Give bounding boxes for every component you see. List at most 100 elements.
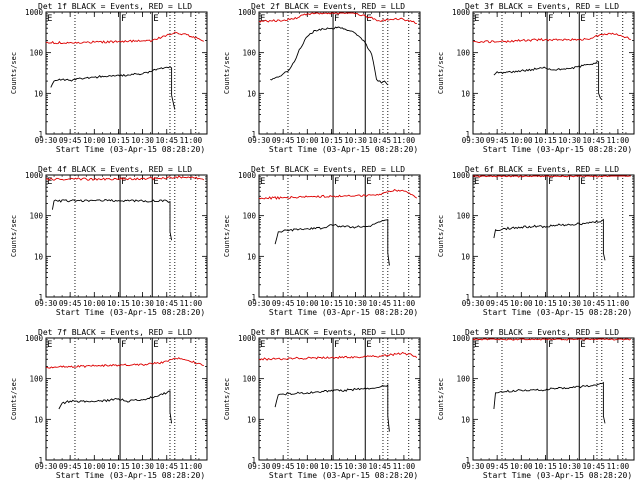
y-tick-label: 1 bbox=[251, 293, 256, 302]
segment-label: E bbox=[474, 177, 479, 187]
segment-label: F bbox=[334, 340, 339, 350]
x-tick-label: 10:30 bbox=[344, 136, 367, 145]
y-tick-label: 1 bbox=[38, 456, 43, 465]
segment-label: E bbox=[153, 340, 158, 350]
y-tick-label: 10 bbox=[247, 89, 257, 98]
x-tick-label: 09:30 bbox=[35, 136, 58, 145]
lld-series-line bbox=[258, 189, 418, 200]
x-tick-label: 10:00 bbox=[510, 136, 533, 145]
y-tick-label: 1000 bbox=[25, 171, 44, 180]
x-tick-label: 10:15 bbox=[534, 462, 557, 471]
panel-det-3: Det 3f BLACK = Events, RED = LLD 1 10 100 10… bbox=[437, 2, 635, 154]
panel-det-2: Det 2f BLACK = Events, RED = LLD 1 10 100 10… bbox=[223, 2, 421, 154]
x-tick-label: 11:00 bbox=[393, 462, 416, 471]
y-tick-label: 10 bbox=[461, 415, 471, 424]
y-tick-label: 100 bbox=[242, 375, 256, 384]
x-tick-label: 11:00 bbox=[607, 462, 630, 471]
panel-title: Det 4f BLACK = Events, RED = LLD bbox=[38, 165, 192, 174]
x-tick-label: 10:15 bbox=[320, 136, 343, 145]
y-tick-label: 100 bbox=[29, 212, 43, 221]
x-axis-label: Start Time (03-Apr-15 08:28:20) bbox=[483, 145, 632, 154]
y-tick-label: 10 bbox=[34, 89, 44, 98]
y-axis-label: Counts/sec bbox=[437, 215, 445, 257]
x-tick-label: 09:45 bbox=[272, 299, 295, 308]
y-tick-label: 1000 bbox=[238, 8, 257, 17]
y-axis-label: Counts/sec bbox=[223, 52, 231, 94]
plot-frame bbox=[45, 11, 208, 135]
x-tick-label: 10:45 bbox=[368, 136, 391, 145]
segment-label: E bbox=[260, 177, 265, 187]
x-tick-label: 11:00 bbox=[607, 136, 630, 145]
x-axis-label: Start Time (03-Apr-15 08:28:20) bbox=[56, 145, 205, 154]
panel-title: Det 1f BLACK = Events, RED = LLD bbox=[38, 2, 192, 11]
segment-label: E bbox=[474, 14, 479, 24]
y-tick-label: 100 bbox=[456, 375, 470, 384]
y-tick-label: 100 bbox=[456, 49, 470, 58]
x-tick-label: 09:45 bbox=[272, 136, 295, 145]
segment-label: F bbox=[121, 14, 126, 24]
x-tick-label: 10:15 bbox=[107, 462, 130, 471]
segment-label: F bbox=[334, 177, 339, 187]
x-tick-label: 10:45 bbox=[582, 462, 605, 471]
segment-label: F bbox=[334, 14, 339, 24]
x-tick-label: 10:15 bbox=[320, 462, 343, 471]
plot-frame bbox=[472, 174, 635, 298]
x-tick-label: 10:45 bbox=[582, 136, 605, 145]
segment-label: F bbox=[121, 177, 126, 187]
x-axis-label: Start Time (03-Apr-15 08:28:20) bbox=[483, 471, 632, 480]
segment-label: E bbox=[366, 14, 371, 24]
panel-title: Det 3f BLACK = Events, RED = LLD bbox=[465, 2, 619, 11]
x-tick-label: 10:30 bbox=[558, 299, 581, 308]
y-tick-label: 100 bbox=[242, 49, 256, 58]
events-series-line bbox=[493, 218, 606, 261]
y-tick-label: 1000 bbox=[452, 8, 471, 17]
segment-label: E bbox=[47, 177, 52, 187]
x-tick-label: 09:30 bbox=[462, 462, 485, 471]
x-tick-label: 10:15 bbox=[107, 299, 130, 308]
x-tick-label: 09:30 bbox=[462, 299, 485, 308]
x-tick-label: 10:00 bbox=[510, 299, 533, 308]
y-tick-label: 1 bbox=[38, 293, 43, 302]
y-tick-label: 1000 bbox=[452, 334, 471, 343]
x-axis-label: Start Time (03-Apr-15 08:28:20) bbox=[269, 145, 418, 154]
segment-label: E bbox=[153, 14, 158, 24]
segment-label: E bbox=[260, 14, 265, 24]
x-tick-label: 09:30 bbox=[462, 136, 485, 145]
x-tick-label: 11:00 bbox=[180, 136, 203, 145]
segment-label: F bbox=[121, 340, 126, 350]
x-axis-label: Start Time (03-Apr-15 08:28:20) bbox=[483, 308, 632, 317]
panel-det-6: Det 6f BLACK = Events, RED = LLD 1 10 100 10… bbox=[437, 165, 635, 317]
panel-title: Det 2f BLACK = Events, RED = LLD bbox=[251, 2, 405, 11]
plot-frame bbox=[258, 174, 421, 298]
x-tick-label: 10:45 bbox=[368, 462, 391, 471]
x-tick-label: 09:30 bbox=[248, 462, 271, 471]
x-axis-label: Start Time (03-Apr-15 08:28:20) bbox=[56, 471, 205, 480]
panel-det-8: Det 8f BLACK = Events, RED = LLD 1 10 100 10… bbox=[223, 328, 421, 480]
events-series-line bbox=[274, 383, 390, 432]
plot-frame bbox=[472, 337, 635, 461]
x-tick-label: 10:30 bbox=[344, 299, 367, 308]
y-tick-label: 1 bbox=[38, 130, 43, 139]
x-tick-label: 09:45 bbox=[59, 462, 82, 471]
y-tick-label: 10 bbox=[247, 252, 257, 261]
segment-label: F bbox=[548, 177, 553, 187]
x-tick-label: 11:00 bbox=[393, 136, 416, 145]
x-tick-label: 09:30 bbox=[35, 299, 58, 308]
segment-label: E bbox=[260, 340, 265, 350]
y-tick-label: 10 bbox=[34, 252, 44, 261]
lld-series-line bbox=[473, 32, 631, 44]
x-tick-label: 09:45 bbox=[272, 462, 295, 471]
x-tick-label: 10:45 bbox=[582, 299, 605, 308]
lld-series-line bbox=[472, 338, 632, 341]
x-tick-label: 10:00 bbox=[510, 462, 533, 471]
plot-frame bbox=[472, 11, 635, 135]
x-tick-label: 10:30 bbox=[131, 299, 154, 308]
lld-series-line bbox=[45, 31, 204, 45]
panel-det-4: Det 4f BLACK = Events, RED = LLD 1 10 100 10… bbox=[10, 165, 208, 317]
y-tick-label: 100 bbox=[456, 212, 470, 221]
y-tick-label: 100 bbox=[29, 49, 43, 58]
x-tick-label: 10:45 bbox=[155, 299, 178, 308]
panel-title: Det 6f BLACK = Events, RED = LLD bbox=[465, 165, 619, 174]
events-series-line bbox=[270, 26, 389, 86]
